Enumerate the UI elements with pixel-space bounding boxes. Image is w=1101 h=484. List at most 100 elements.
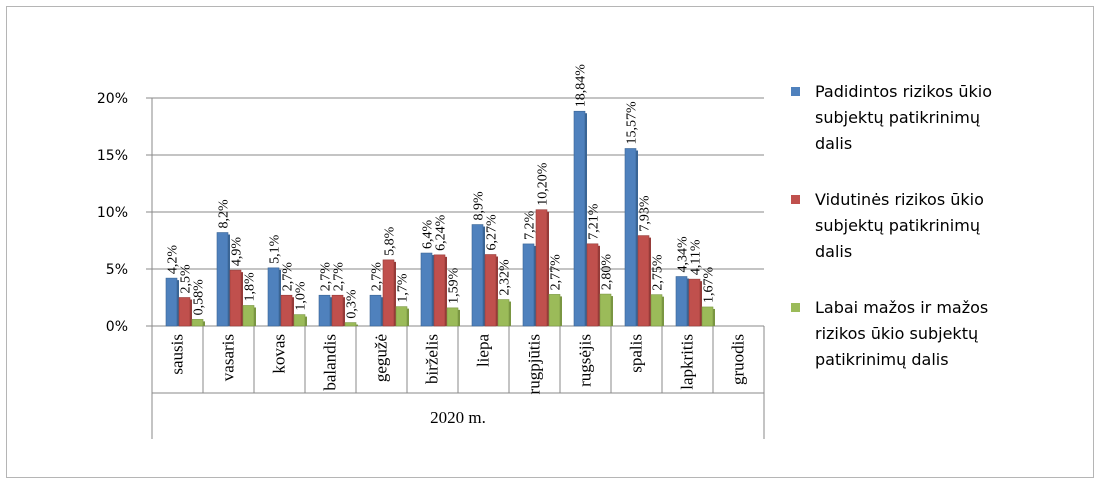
bar-side — [560, 296, 562, 326]
legend-swatch — [791, 303, 800, 312]
category-label: gegužė — [372, 334, 391, 382]
data-label: 2,75% — [651, 254, 666, 291]
bar-padidintos — [471, 224, 484, 327]
legend-label-line: Padidintos rizikos ūkio — [815, 82, 992, 101]
data-label: 4,11% — [689, 239, 704, 275]
bar-side — [254, 307, 256, 326]
bar-side — [458, 309, 460, 326]
bar-side — [279, 269, 281, 326]
bar-mazos — [599, 293, 612, 327]
legend-swatch — [791, 195, 800, 204]
legend-swatch — [791, 87, 800, 96]
y-tick-label: 10% — [97, 205, 128, 221]
legend-item: Labai mažos ir mažos rizikos ūkio subjekt… — [791, 295, 1091, 373]
y-tick-label: 15% — [97, 148, 128, 164]
bar-padidintos — [522, 243, 535, 327]
data-label: 2,77% — [549, 254, 564, 291]
bar-side — [547, 211, 549, 326]
bar-side — [483, 226, 485, 326]
legend-label-line: dalis — [815, 242, 853, 261]
bar-side — [713, 308, 715, 326]
category-label: vasaris — [219, 334, 238, 381]
bar-side — [228, 234, 230, 326]
bar-mazos — [548, 294, 561, 327]
bar-side — [177, 280, 179, 326]
bar-padidintos — [267, 267, 280, 327]
legend-label-line: Vidutinės rizikos ūkio — [815, 190, 984, 209]
data-label: 18,84% — [574, 64, 589, 108]
bar-vidutines — [535, 209, 548, 327]
data-label: 2,7% — [319, 262, 334, 292]
data-label: 8,9% — [472, 191, 487, 221]
data-label: 1,67% — [702, 266, 717, 303]
bar-vidutines — [331, 294, 344, 327]
bar-padidintos — [165, 277, 178, 327]
bar-side — [662, 296, 664, 326]
bar-mazos — [446, 307, 459, 327]
legend-label-line: subjektų patikrinimų — [815, 108, 980, 127]
bar-vidutines — [382, 259, 395, 327]
data-label: 4,34% — [676, 236, 691, 273]
bar-vidutines — [637, 235, 650, 327]
data-label: 8,2% — [217, 199, 232, 229]
bar-padidintos — [675, 276, 688, 327]
bar-vidutines — [229, 269, 242, 327]
category-label: spalis — [627, 334, 646, 373]
bar-side — [611, 296, 613, 326]
data-label: 2,32% — [498, 259, 513, 296]
bar-vidutines — [586, 243, 599, 327]
legend-item: Vidutinės rizikos ūkio subjektų patikrini… — [791, 187, 1091, 265]
bar-side — [343, 297, 345, 326]
bar-side — [496, 256, 498, 326]
data-label: 4,2% — [166, 245, 181, 275]
data-label: 7,93% — [638, 195, 653, 232]
data-label: 7,2% — [523, 210, 538, 240]
bar-side — [381, 297, 383, 326]
bar-side — [598, 245, 600, 326]
bar-side — [534, 245, 536, 326]
bar-mazos — [395, 306, 408, 327]
chart-legend: Padidintos rizikos ūkio subjektų patikrin… — [791, 79, 1091, 403]
data-label: 1,8% — [243, 272, 258, 302]
data-label: 2,5% — [179, 264, 194, 294]
data-label: 2,7% — [370, 262, 385, 292]
y-tick-label: 5% — [106, 262, 128, 278]
bar-side — [203, 321, 205, 326]
data-label: 6,4% — [421, 220, 436, 250]
data-label: 1,0% — [294, 281, 309, 311]
bar-padidintos — [318, 294, 331, 327]
bar-side — [445, 256, 447, 326]
legend-label-line: patikrinimų dalis — [815, 350, 949, 369]
bar-vidutines — [280, 294, 293, 327]
category-label: rugsėjis — [576, 334, 595, 387]
bar-mazos — [242, 305, 255, 327]
data-label: 10,20% — [536, 162, 551, 206]
data-label: 7,21% — [587, 203, 602, 240]
data-label: 2,7% — [281, 262, 296, 292]
category-label: lapkritis — [678, 334, 697, 390]
bar-side — [636, 150, 638, 326]
bar-mazos — [191, 319, 204, 327]
category-label: balandis — [321, 334, 340, 391]
bar-mazos — [344, 322, 357, 327]
x-axis-title: 2020 m. — [430, 408, 486, 427]
bar-padidintos — [369, 294, 382, 327]
bar-mazos — [701, 306, 714, 327]
bar-vidutines — [688, 278, 701, 327]
bar-vidutines — [178, 297, 191, 327]
legend-label-line: dalis — [815, 134, 853, 153]
bar-side — [330, 297, 332, 326]
bar-vidutines — [484, 254, 497, 327]
bar-side — [241, 272, 243, 326]
bar-mazos — [497, 299, 510, 327]
bar-side — [394, 261, 396, 326]
bar-mazos — [293, 314, 306, 327]
data-label: 2,80% — [600, 254, 615, 291]
chart-frame: 0% 5% 10% 15% 20% sausis vasaris kovas balandis g… — [6, 6, 1094, 478]
bar-padidintos — [624, 148, 637, 327]
bar-chart: 0% 5% 10% 15% 20% sausis vasaris kovas balandis g… — [97, 64, 765, 439]
category-label: rugpjūtis — [525, 334, 544, 394]
category-label: gruodis — [729, 334, 748, 385]
bar-side — [585, 113, 587, 326]
bar-side — [305, 316, 307, 326]
